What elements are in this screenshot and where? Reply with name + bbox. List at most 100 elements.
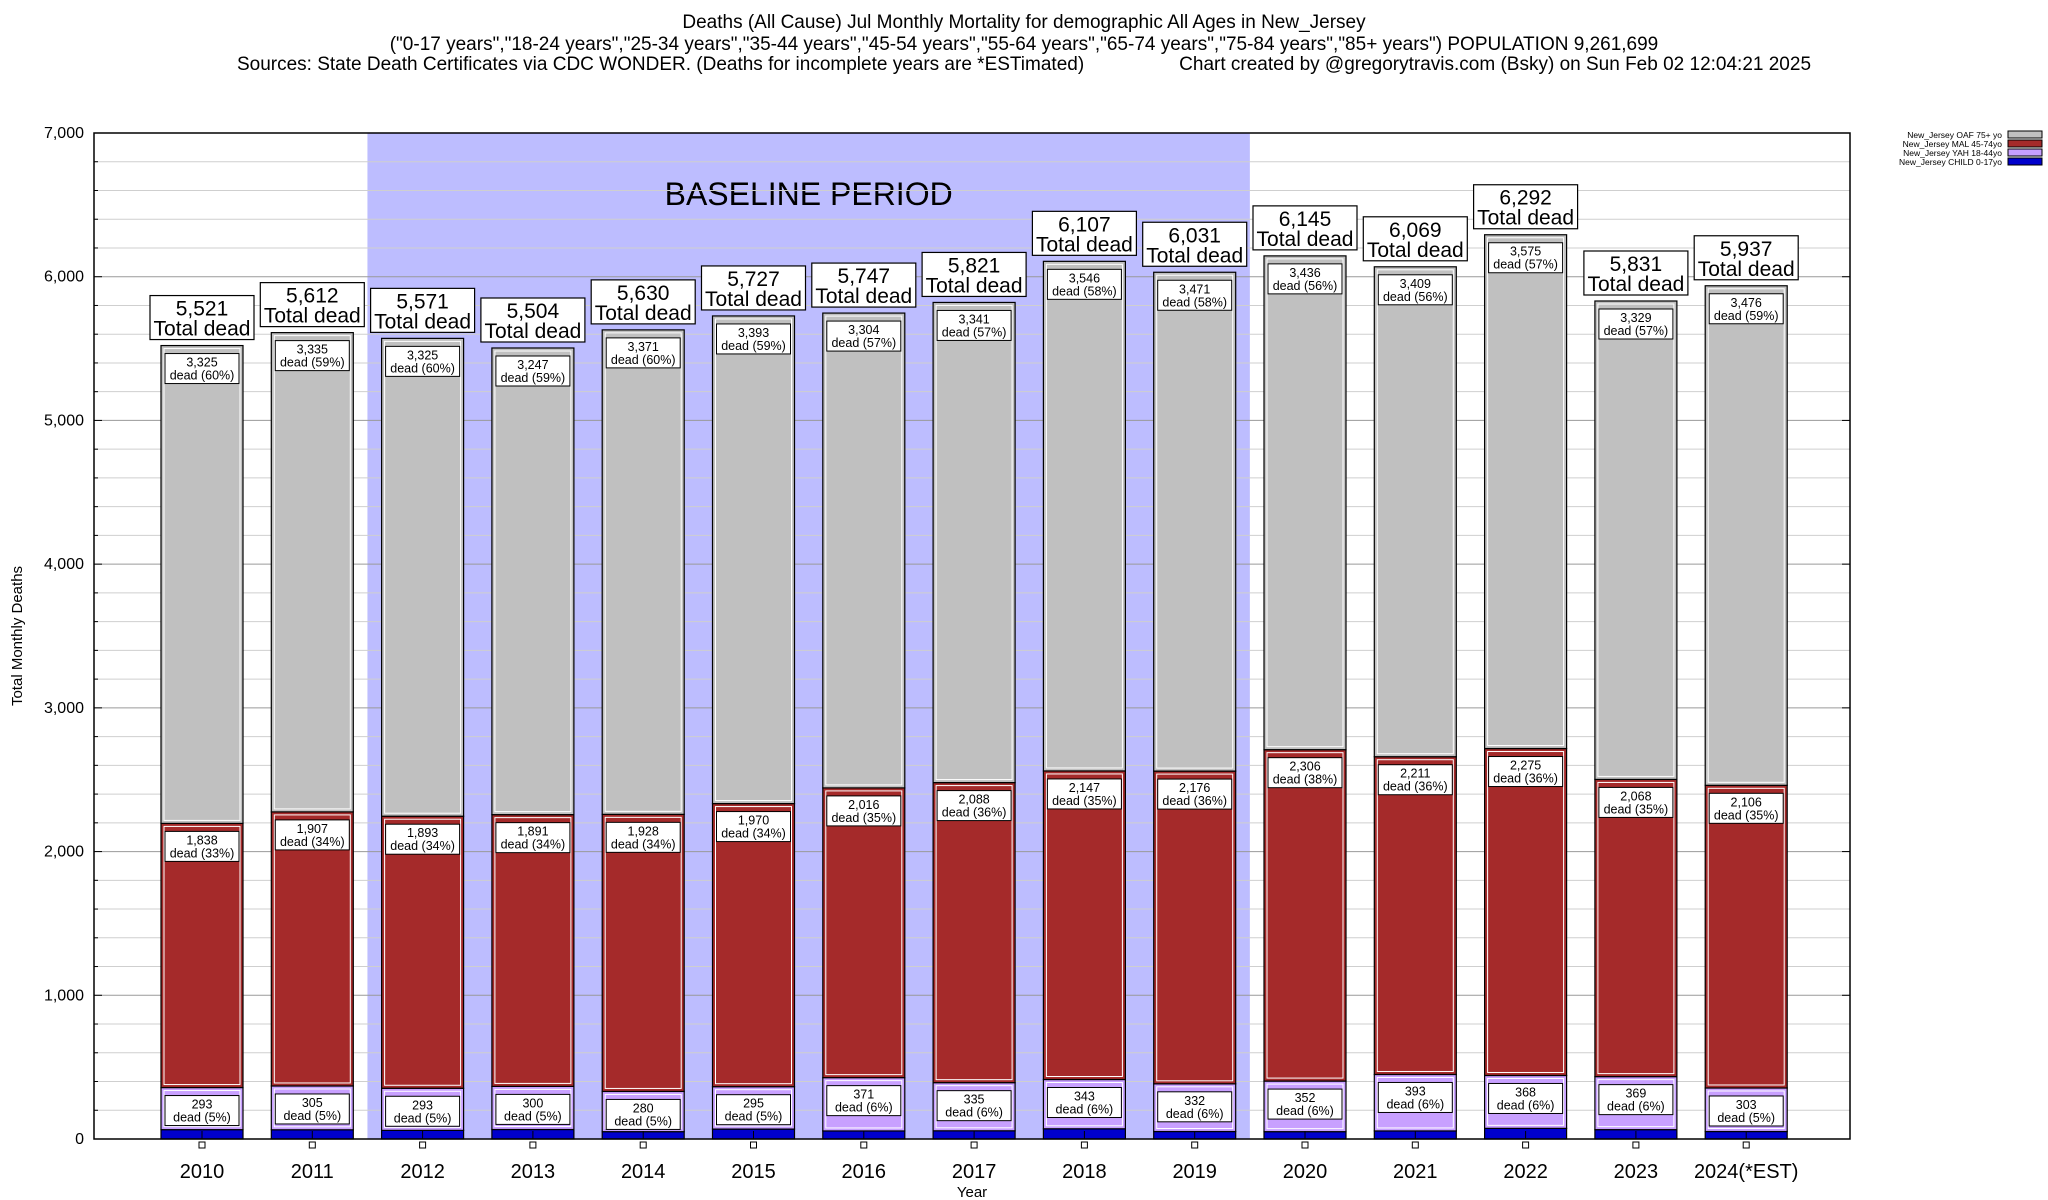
segment-label-pct: dead (59%) (501, 371, 566, 385)
segment-label-box (1267, 1088, 1343, 1120)
bar-base-marker (419, 1141, 427, 1149)
bar-segment-frame (1266, 752, 1344, 1079)
bar-segment-mal (1483, 747, 1568, 1077)
bar-segment-oaf (601, 329, 685, 815)
bar-segment-oaf (1373, 266, 1457, 758)
segment-label-value: 3,546 (1069, 271, 1100, 285)
segment-label-pct: dead (5%) (173, 1111, 231, 1125)
segment-label-box (826, 795, 902, 827)
segment-label-box (826, 320, 902, 352)
total-label-box (1252, 205, 1358, 251)
segment-label-pct: dead (57%) (942, 325, 1007, 339)
x-tick-label: 2024(*EST) (1694, 1161, 1799, 1183)
segment-label-value: 2,106 (1731, 795, 1762, 809)
bar-segment-frame (163, 825, 241, 1086)
segment-label-box (605, 337, 681, 369)
segment-label-value: 305 (302, 1096, 323, 1110)
segment-label-value: 3,325 (407, 348, 438, 362)
bar-segment-frame (1707, 288, 1785, 783)
segment-label-value: 2,068 (1620, 789, 1651, 803)
segment-label-box (495, 355, 571, 387)
bar-base-marker (1191, 1141, 1199, 1149)
segment-label-pct: dead (6%) (1607, 1100, 1665, 1114)
segment-label-value: 2,088 (958, 793, 989, 807)
total-label-value: 6,292 (1499, 187, 1552, 210)
segment-label-value: 1,838 (186, 833, 217, 847)
segment-label-box (274, 1093, 350, 1125)
segment-label-box (936, 790, 1012, 822)
bar-segment-frame (935, 1085, 1013, 1129)
segment-label-pct: dead (35%) (1604, 802, 1669, 816)
segment-label-box (495, 1093, 571, 1125)
segment-label-value: 3,329 (1620, 311, 1651, 325)
segment-label-box (385, 1095, 461, 1127)
segment-label-value: 2,176 (1179, 781, 1210, 795)
segment-label-box (1708, 293, 1784, 325)
segment-label-pct: dead (36%) (1493, 772, 1558, 786)
legend-swatch (2007, 139, 2043, 148)
bar-segment-frame (1266, 258, 1344, 748)
total-label-text: Total dead (374, 310, 471, 333)
segment-label-box (1377, 764, 1453, 796)
bar-segment-frame (715, 318, 792, 802)
x-tick-label: 2016 (842, 1161, 887, 1183)
segment-label-pct: dead (34%) (721, 827, 786, 841)
total-label-box (1583, 250, 1689, 296)
total-label-value: 6,069 (1389, 219, 1442, 242)
total-label-box (1142, 221, 1248, 267)
total-label-box (1472, 184, 1579, 230)
bar-segment-frame (1487, 237, 1565, 747)
bar-base-marker (198, 1141, 206, 1149)
segment-label-value: 2,016 (848, 798, 879, 812)
total-label-value: 6,031 (1168, 224, 1221, 247)
legend-swatch (2007, 148, 2043, 157)
total-label-text: Total dead (1587, 273, 1684, 296)
segment-label-box (1377, 1081, 1453, 1113)
bar-segment-frame (1707, 787, 1785, 1086)
segment-label-box (274, 819, 350, 851)
bar-base-marker (1080, 1141, 1088, 1149)
bar-segment-mal (1704, 784, 1788, 1089)
bar-segment-oaf (1042, 260, 1127, 772)
segment-label-box (1708, 792, 1784, 824)
bar-segment-frame (1045, 263, 1123, 769)
segment-label-pct: dead (5%) (283, 1109, 341, 1123)
segment-label-box (1708, 1095, 1784, 1127)
total-label-value: 5,504 (507, 300, 560, 323)
segment-label-pct: dead (5%) (725, 1110, 783, 1124)
total-label-box (921, 251, 1027, 298)
bar-segment-frame (715, 1089, 792, 1127)
legend-label: New_Jersey CHILD 0-17yo (1899, 157, 2002, 167)
bar-base-marker (639, 1141, 647, 1149)
segment-label-pct: dead (60%) (170, 369, 235, 383)
segment-label-box (1267, 757, 1343, 789)
bar-segment-mal (1373, 756, 1457, 1076)
segment-label-pct: dead (5%) (614, 1114, 672, 1128)
segment-label-value: 1,893 (407, 826, 438, 840)
bar-segment-frame (163, 348, 241, 821)
total-label-text: Total dead (1146, 244, 1243, 267)
total-label-text: Total dead (705, 288, 802, 311)
y-tick-label: 2,000 (44, 844, 84, 861)
segment-label-box (716, 811, 791, 843)
bar-segment-mal (822, 787, 906, 1079)
segment-label-box (1157, 279, 1233, 311)
bar-base-marker (750, 1141, 757, 1149)
segment-label-box (385, 823, 461, 855)
segment-label-value: 3,335 (297, 343, 328, 357)
y-tick-label: 5,000 (44, 412, 84, 429)
legend-swatch (2007, 130, 2043, 139)
x-tick-label: 2015 (731, 1161, 776, 1183)
segment-label-value: 2,211 (1400, 767, 1430, 781)
chart-subtitle: ("0-17 years","18-24 years","25-34 years… (389, 34, 1659, 55)
y-tick-label: 3,000 (44, 700, 84, 717)
total-label-text: Total dead (1036, 233, 1133, 256)
bar-base-marker (1411, 1141, 1419, 1149)
x-tick-label: 2017 (952, 1161, 997, 1183)
total-label-box (1693, 235, 1799, 281)
segment-label-box (164, 353, 240, 385)
segment-label-box (716, 323, 791, 355)
total-label-box (1362, 216, 1468, 262)
total-label-box (149, 294, 255, 341)
segment-label-pct: dead (6%) (835, 1101, 893, 1115)
